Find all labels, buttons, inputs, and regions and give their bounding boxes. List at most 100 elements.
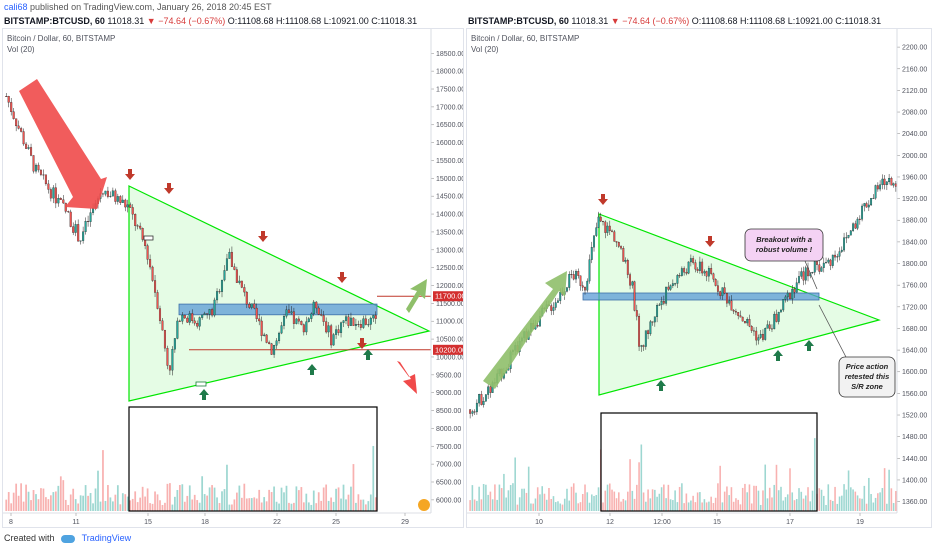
volume-bar	[606, 484, 609, 511]
chart-title-block: Bitcoin / Dollar, 60, BITSTAMP Vol (20)	[471, 33, 579, 55]
candle-body	[196, 323, 199, 327]
candle-body	[762, 333, 764, 340]
volume-bar	[476, 500, 478, 511]
volume-bar	[507, 490, 510, 511]
volume-bar	[753, 485, 755, 511]
volume-bar	[584, 484, 586, 511]
volume-highlight-box	[600, 412, 818, 512]
candle-body	[166, 347, 169, 366]
chart-panel-left[interactable]: Bitcoin / Dollar, 60, BITSTAMP Vol (20) …	[2, 28, 464, 528]
volume-bar	[834, 486, 836, 511]
candle-body	[287, 309, 290, 314]
candle-body	[317, 307, 320, 315]
ticker-change: −74.64 (−0.67%)	[622, 16, 690, 26]
candle-body	[228, 251, 231, 259]
volume-bar	[64, 499, 67, 511]
volume-bar	[868, 477, 870, 511]
candle-body	[44, 174, 47, 185]
price-tick-label: 18500.00	[436, 51, 463, 58]
volume-bar	[642, 492, 645, 511]
volume-bar	[374, 497, 377, 511]
chart-canvas-left[interactable]: 6000.00 6500.00 7000.00 7500.00 8000.00 8500.…	[3, 29, 463, 527]
volume-bar	[283, 492, 285, 511]
volume-bar	[597, 487, 600, 511]
volume-bar	[721, 502, 724, 511]
volume-bar	[139, 497, 142, 511]
volume-bar	[156, 494, 159, 511]
price-tick-label: 16000.00	[436, 140, 463, 147]
volume-bar	[302, 502, 305, 511]
candle-body	[588, 259, 591, 282]
volume-bar	[12, 492, 15, 511]
candle-body	[69, 211, 72, 227]
volume-bar	[550, 499, 553, 511]
volume-bar	[332, 501, 335, 511]
candle-body	[590, 247, 593, 260]
volume-bar	[97, 470, 99, 511]
author-link[interactable]: cali68	[4, 2, 28, 12]
candle-body	[678, 275, 681, 277]
volume-bar	[245, 498, 248, 511]
up-arrow-icon	[202, 395, 206, 400]
volume-bar	[856, 495, 859, 511]
candle-body	[557, 300, 559, 303]
volume-bar	[762, 490, 764, 511]
volume-bar	[77, 503, 80, 511]
volume-bar	[312, 490, 315, 511]
candle-body	[178, 320, 181, 322]
candle-body	[883, 178, 886, 186]
volume-bar	[525, 492, 528, 511]
candle-body	[168, 365, 171, 371]
volume-bar	[789, 468, 791, 511]
tradingview-brand[interactable]: TradingView	[81, 533, 132, 543]
volume-bar	[611, 489, 613, 511]
volume-bar	[845, 489, 848, 511]
volume-bar	[67, 504, 70, 511]
volume-bar	[482, 484, 485, 511]
candle-body	[856, 218, 859, 229]
volume-bar	[84, 485, 87, 511]
candle-body	[685, 271, 688, 274]
candle-body	[649, 321, 652, 335]
candle-body	[825, 262, 827, 264]
volume-bar	[825, 504, 827, 511]
volume-bar	[92, 503, 94, 511]
candle-body	[295, 318, 298, 324]
candle-body	[213, 299, 216, 316]
price-tick-label: 11500.00	[436, 301, 463, 308]
volume-bar	[730, 487, 733, 511]
candle-body	[879, 184, 882, 190]
volume-bar	[198, 502, 201, 511]
candle-body	[876, 185, 879, 190]
volume-bar	[161, 504, 164, 511]
volume-bar	[22, 501, 25, 511]
candle-body	[72, 226, 75, 233]
candle-body	[265, 334, 268, 343]
volume-bar	[278, 503, 280, 511]
candle-body	[263, 334, 266, 336]
chart-canvas-right[interactable]: Breakout with a robust volume ! Price act…	[467, 29, 931, 527]
candle-body	[362, 318, 365, 328]
volume-bar	[15, 483, 18, 511]
candle-body	[10, 102, 13, 112]
candle-body	[559, 292, 562, 301]
candle-body	[139, 225, 142, 229]
volume-bar	[874, 497, 877, 511]
candle-body	[218, 291, 221, 293]
price-tick-label: 10000.00	[436, 354, 463, 361]
volume-bar	[561, 504, 564, 511]
chart-panel-right[interactable]: Bitcoin / Dollar, 60, BITSTAMP Vol (20) …	[466, 28, 932, 528]
volume-bar	[27, 491, 30, 511]
volume-bar	[791, 492, 794, 511]
candle-body	[342, 320, 345, 323]
volume-bar	[47, 499, 50, 511]
marker-arrows	[125, 169, 373, 400]
candle-body	[74, 224, 77, 233]
candle-body	[865, 203, 868, 208]
volume-bar	[221, 491, 223, 511]
marker-arrows	[598, 194, 814, 391]
candle-body	[335, 329, 338, 335]
candle-body	[253, 303, 256, 309]
volume-bar	[500, 488, 503, 511]
volume-bar	[865, 503, 868, 511]
